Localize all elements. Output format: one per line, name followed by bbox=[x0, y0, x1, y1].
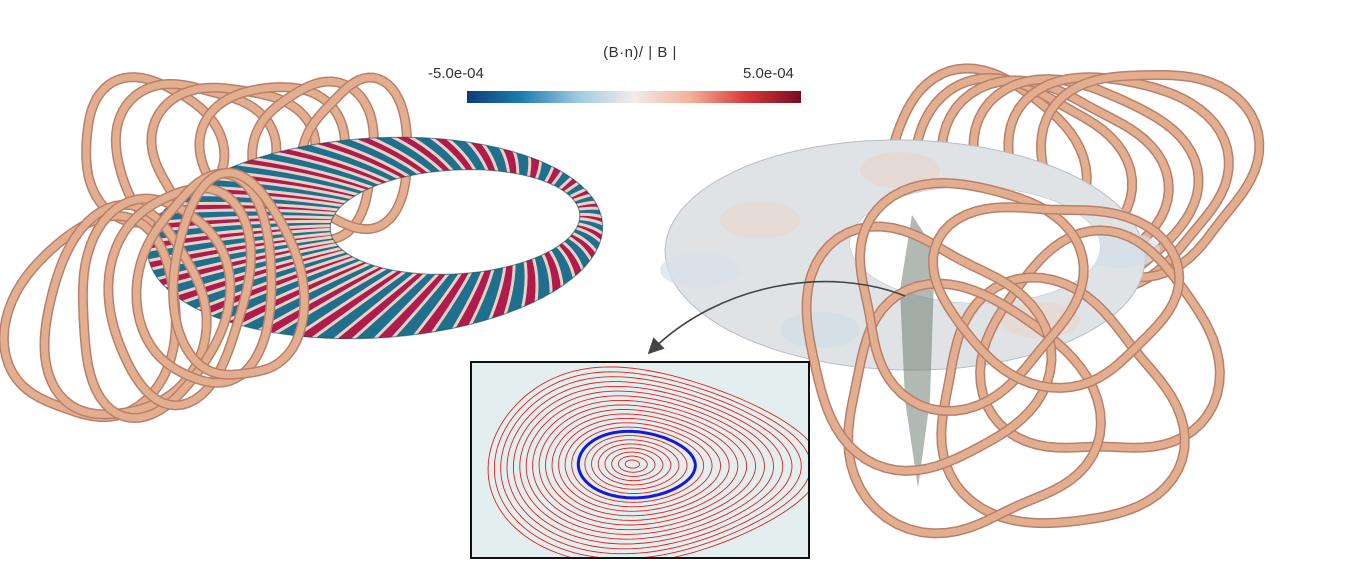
flux-surface-contour bbox=[519, 390, 774, 540]
flux-surface-contour bbox=[591, 439, 680, 490]
left-torus-band bbox=[401, 258, 480, 339]
left-coil-front-highlight bbox=[104, 184, 255, 409]
poincare-contours bbox=[487, 366, 808, 557]
left-torus-band bbox=[317, 260, 442, 339]
flux-surface-contour bbox=[584, 435, 688, 494]
right-coils-front bbox=[801, 178, 1225, 539]
left-torus-band bbox=[566, 212, 603, 237]
flux-surface-contour bbox=[532, 399, 756, 531]
poincare-inset bbox=[470, 361, 810, 559]
flux-surface-contour bbox=[604, 447, 664, 482]
left-torus-band bbox=[359, 260, 461, 339]
flux-surface-contour bbox=[506, 381, 793, 550]
flux-surface-contour bbox=[617, 455, 648, 473]
left-coils-front bbox=[0, 167, 310, 423]
right-torus-patch bbox=[720, 202, 800, 238]
colorbar bbox=[467, 91, 801, 103]
right-torus-patch bbox=[660, 252, 740, 288]
cross-section-arrow bbox=[647, 280, 906, 355]
flux-surface-contour bbox=[558, 417, 721, 512]
flux-surface-contour bbox=[551, 413, 730, 517]
right-torus-patch bbox=[860, 152, 940, 188]
left-coil-front-highlight bbox=[169, 169, 308, 379]
flux-surface-contour bbox=[571, 426, 705, 503]
colorbar-max-label: 5.0e-04 bbox=[743, 65, 794, 82]
flux-surface-contour bbox=[611, 451, 656, 477]
right-coil-front-highlight bbox=[803, 223, 1055, 475]
flux-surface-contour bbox=[493, 371, 808, 557]
flux-surface-contour bbox=[500, 376, 802, 555]
right-torus-patch bbox=[780, 312, 860, 348]
flux-surface-contour bbox=[597, 443, 672, 486]
right-coil-front-highlight bbox=[929, 203, 1183, 392]
highlighted-flux-surface bbox=[576, 429, 697, 500]
flux-surface-contour bbox=[525, 395, 765, 535]
left-torus-band bbox=[409, 137, 484, 184]
colorbar-min-label: -5.0e-04 bbox=[428, 65, 484, 82]
left-torus-band bbox=[449, 137, 502, 185]
right-coil-front-highlight bbox=[856, 179, 1088, 415]
flux-surface-contour bbox=[624, 459, 641, 469]
left-torus-band bbox=[442, 255, 498, 339]
flux-surface-contour bbox=[545, 409, 739, 521]
flux-surface-contour bbox=[487, 366, 808, 557]
colorbar-title: (B·n)/ | B | bbox=[603, 44, 677, 61]
flux-surface-contour bbox=[564, 422, 713, 508]
left-torus-band bbox=[277, 259, 423, 339]
flux-surface-contour bbox=[512, 385, 784, 545]
flux-surface-contour bbox=[538, 404, 748, 526]
